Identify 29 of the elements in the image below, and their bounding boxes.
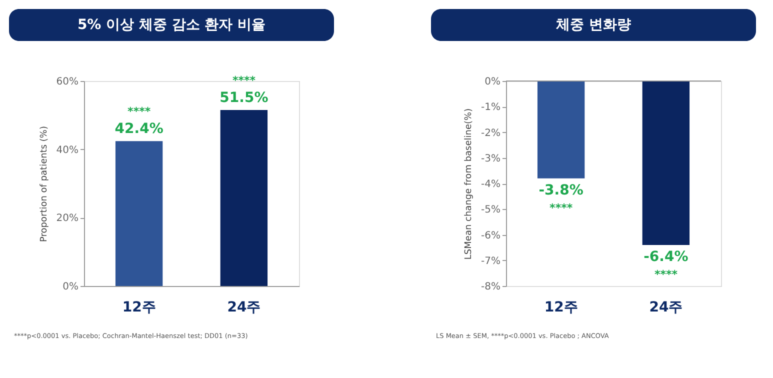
data-label: -3.8% [538,182,584,198]
y-tick-label: -1% [481,102,500,114]
y-tick-label: 40% [56,144,78,156]
data-label: 51.5% [220,90,268,106]
x-tick-label: 12주 [544,300,578,316]
x-tick-label: 24주 [227,300,261,316]
annotation: **** [550,201,573,214]
y-tick-label: -6% [481,230,500,242]
y-tick-label: -2% [481,128,500,139]
y-axis-title: LSMean change from baseline(%) [464,108,474,260]
y-tick-label: -8% [481,282,500,292]
annotation: **** [654,268,678,281]
y-tick-label: -7% [481,256,500,267]
y-tick-label: 20% [56,213,78,224]
y-tick-label: 60% [56,76,78,88]
y-tick-label: 0% [484,76,500,88]
chart-title: 5% 이상 체중 감소 환자 비율 [77,17,266,33]
annotation: **** [128,105,151,118]
y-axis-title: Proportion of patients (%) [39,126,50,242]
annotation: **** [232,74,256,88]
chart-title: 체중 변화량 [555,17,631,33]
data-label: 42.4% [114,121,164,138]
x-tick-label: 12주 [122,300,156,316]
data-label: -6.4% [644,249,688,265]
x-tick-label: 24주 [649,300,683,316]
y-tick-label: -4% [481,179,500,190]
y-tick-label: -3% [481,153,500,164]
y-tick-label: 0% [62,282,78,292]
y-tick-label: -5% [481,204,500,216]
